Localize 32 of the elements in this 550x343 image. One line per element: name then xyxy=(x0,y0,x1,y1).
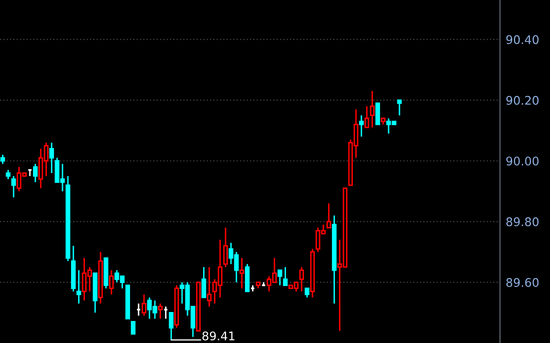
y-tick-label: 89.80 xyxy=(506,217,539,226)
candlestick xyxy=(163,306,168,320)
candlestick xyxy=(304,288,310,298)
candlestick xyxy=(278,269,282,286)
annotation: 89.41 xyxy=(202,331,234,340)
candlestick xyxy=(206,266,212,308)
candlestick xyxy=(201,266,206,298)
candlestick xyxy=(397,99,402,116)
candlestick xyxy=(6,169,10,180)
candlestick xyxy=(364,106,370,128)
candlestick xyxy=(370,90,375,128)
candlestick xyxy=(223,226,228,268)
candlestick xyxy=(299,266,304,292)
candlestick xyxy=(158,302,163,320)
candlestick xyxy=(109,269,114,296)
y-tick-label: 90.20 xyxy=(506,96,539,105)
candlestick xyxy=(130,321,136,335)
candlestick xyxy=(0,154,6,165)
candlestick xyxy=(359,114,364,138)
candlestick xyxy=(240,257,244,290)
y-tick-label: 89.60 xyxy=(506,278,539,287)
candlestick xyxy=(142,294,146,316)
candlestick xyxy=(326,202,332,228)
candlestick xyxy=(49,142,54,174)
y-tick-label: 90.00 xyxy=(506,156,539,166)
candlestick xyxy=(168,312,174,341)
candlestick xyxy=(283,266,288,286)
y-tick-label: 90.40 xyxy=(506,35,539,44)
candlestick xyxy=(375,102,380,126)
candlestick xyxy=(11,175,16,198)
candlestick xyxy=(76,269,82,304)
candlestick xyxy=(33,163,38,183)
